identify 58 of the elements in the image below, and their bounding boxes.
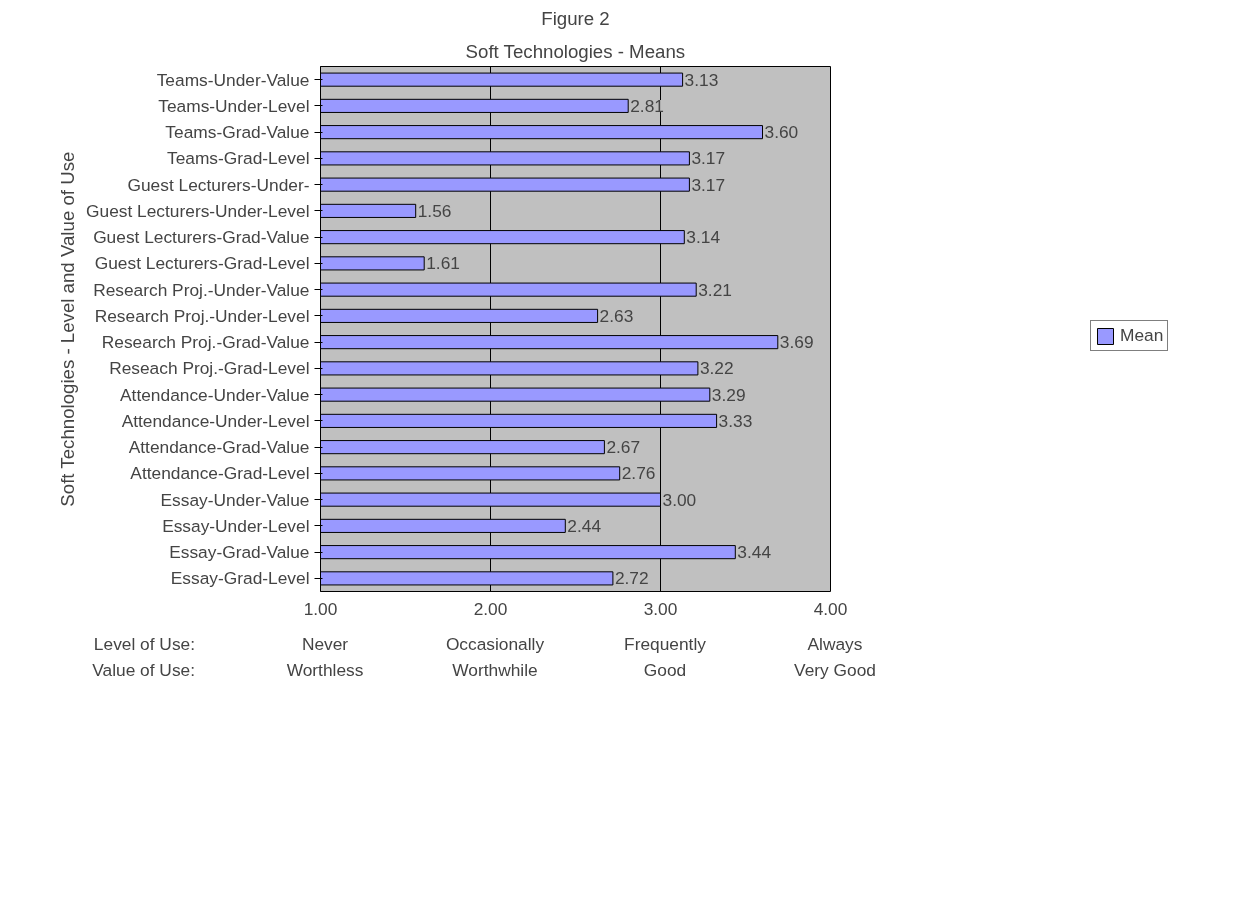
y-axis-title: Soft Technologies - Level and Value of Use [57, 151, 79, 507]
data-label: 3.22 [699, 358, 734, 379]
y-tick-label: Essay-Grad-Level [170, 568, 310, 589]
y-tick-label: Guest Lecturers-Under- [127, 174, 310, 195]
data-label: 2.72 [614, 568, 649, 589]
x-tick-label: 1.00 [303, 598, 338, 619]
data-label: 2.67 [606, 437, 641, 458]
text: Level of Use: [93, 633, 195, 656]
data-label: 3.17 [691, 174, 726, 195]
data-label: 2.76 [621, 463, 656, 484]
data-label: 3.60 [764, 122, 799, 143]
x-tick-label: 4.00 [813, 598, 848, 619]
text: Good [643, 659, 687, 682]
data-label: 3.13 [684, 69, 719, 90]
data-label: 2.81 [630, 95, 664, 116]
y-tick-label: Research Proj.-Grad-Value [101, 332, 310, 353]
y-tick-label: Teams-Grad-Value [165, 122, 310, 143]
text: Very Good [794, 659, 876, 682]
data-label: 3.69 [779, 332, 814, 353]
text: Always [807, 633, 863, 656]
y-tick-label: Guest Lecturers-Grad-Value [93, 227, 310, 248]
text: Never [301, 633, 349, 656]
data-label: 3.17 [691, 148, 726, 169]
y-tick-label: Teams-Grad-Level [166, 148, 310, 169]
data-label: 3.33 [718, 410, 753, 431]
text: Value of Use: [92, 659, 195, 682]
y-tick-label: Research Proj.-Under-Level [94, 305, 310, 326]
data-label: 3.44 [737, 542, 772, 563]
y-tick-label: Essay-Under-Level [162, 515, 310, 536]
chart-title: Figure 2 [541, 7, 610, 29]
text: Frequently [624, 633, 706, 656]
y-tick-label: Attendance-Grad-Level [130, 463, 310, 484]
x-tick-label: 2.00 [473, 598, 508, 619]
y-tick-label: Essay-Grad-Value [169, 542, 310, 563]
text: Occasionally [445, 633, 545, 656]
y-tick-label: Teams-Under-Level [158, 95, 310, 116]
y-tick-label: Attendance-Grad-Value [128, 437, 310, 458]
text: Worthwhile [452, 659, 538, 682]
x-tick-label: 3.00 [643, 598, 678, 619]
y-tick-label: Teams-Under-Value [156, 69, 310, 90]
y-tick-label: Research Proj.-Under-Value [93, 279, 310, 300]
y-tick-label: Attendance-Under-Level [121, 410, 310, 431]
y-tick-label: Essay-Under-Value [160, 489, 310, 510]
data-label: 3.29 [711, 384, 746, 405]
y-tick-label: Guest Lecturers-Under-Level [86, 200, 310, 221]
data-label: 1.61 [426, 253, 460, 274]
y-tick-label: Reseach Proj.-Grad-Level [109, 358, 310, 379]
y-tick-label: Guest Lecturers-Grad-Level [94, 253, 310, 274]
chart-subtitle: Soft Technologies - Means [465, 40, 686, 62]
legend-label: Mean [1120, 325, 1164, 346]
data-label: 3.00 [662, 489, 697, 510]
text: Worthless [286, 659, 364, 682]
y-tick-label: Attendance-Under-Value [120, 384, 310, 405]
data-label: 2.44 [567, 515, 602, 536]
data-label: 3.21 [698, 279, 732, 300]
data-label: 2.63 [599, 305, 634, 326]
data-label: 3.14 [686, 227, 721, 248]
data-label: 1.56 [417, 200, 452, 221]
